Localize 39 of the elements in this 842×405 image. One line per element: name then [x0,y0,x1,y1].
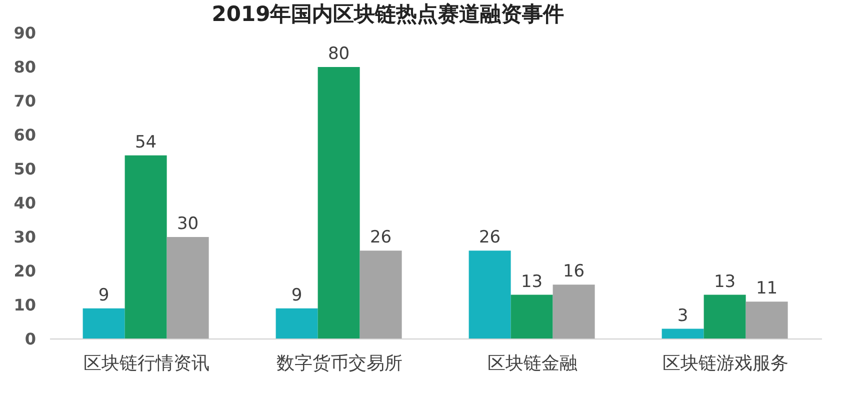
y-tick-label: 50 [14,160,36,179]
data-label: 9 [291,285,302,306]
bar [276,308,318,339]
bar [510,294,553,339]
bar [662,328,704,339]
data-label: 26 [478,228,501,248]
y-tick-label: 0 [24,330,36,349]
y-tick-label: 30 [14,228,36,247]
bar [82,308,125,339]
data-label: 3 [677,306,688,326]
bar [124,155,167,339]
bar [468,250,511,339]
data-label: 13 [520,272,543,292]
bar [318,67,360,339]
y-tick-label: 10 [14,296,36,315]
data-label: 13 [714,272,736,292]
x-tick-label: 区块链行情资讯 [84,352,210,374]
data-label: 80 [328,44,350,64]
bar [166,237,209,339]
x-tick-label: 数字货币交易所 [276,352,402,374]
data-label: 54 [134,132,157,152]
data-label: 30 [176,214,199,234]
x-tick-label: 区块链金融 [488,352,578,374]
data-label: 16 [562,262,585,282]
data-label: 9 [98,285,110,306]
data-label: 11 [756,278,778,299]
x-tick-label: 区块链游戏服务 [662,352,788,374]
chart-title: 2019年国内区块链热点赛道融资事件 [212,2,564,26]
y-tick-label: 60 [14,126,36,145]
y-tick-label: 70 [14,92,36,111]
y-tick-label: 80 [14,58,36,77]
y-tick-label: 90 [14,24,36,43]
y-tick-label: 40 [14,194,36,213]
data-label: 26 [370,228,392,248]
bar [704,294,746,339]
bar [360,250,402,339]
bar [746,302,788,339]
bar [552,284,595,339]
y-tick-label: 20 [14,262,36,281]
